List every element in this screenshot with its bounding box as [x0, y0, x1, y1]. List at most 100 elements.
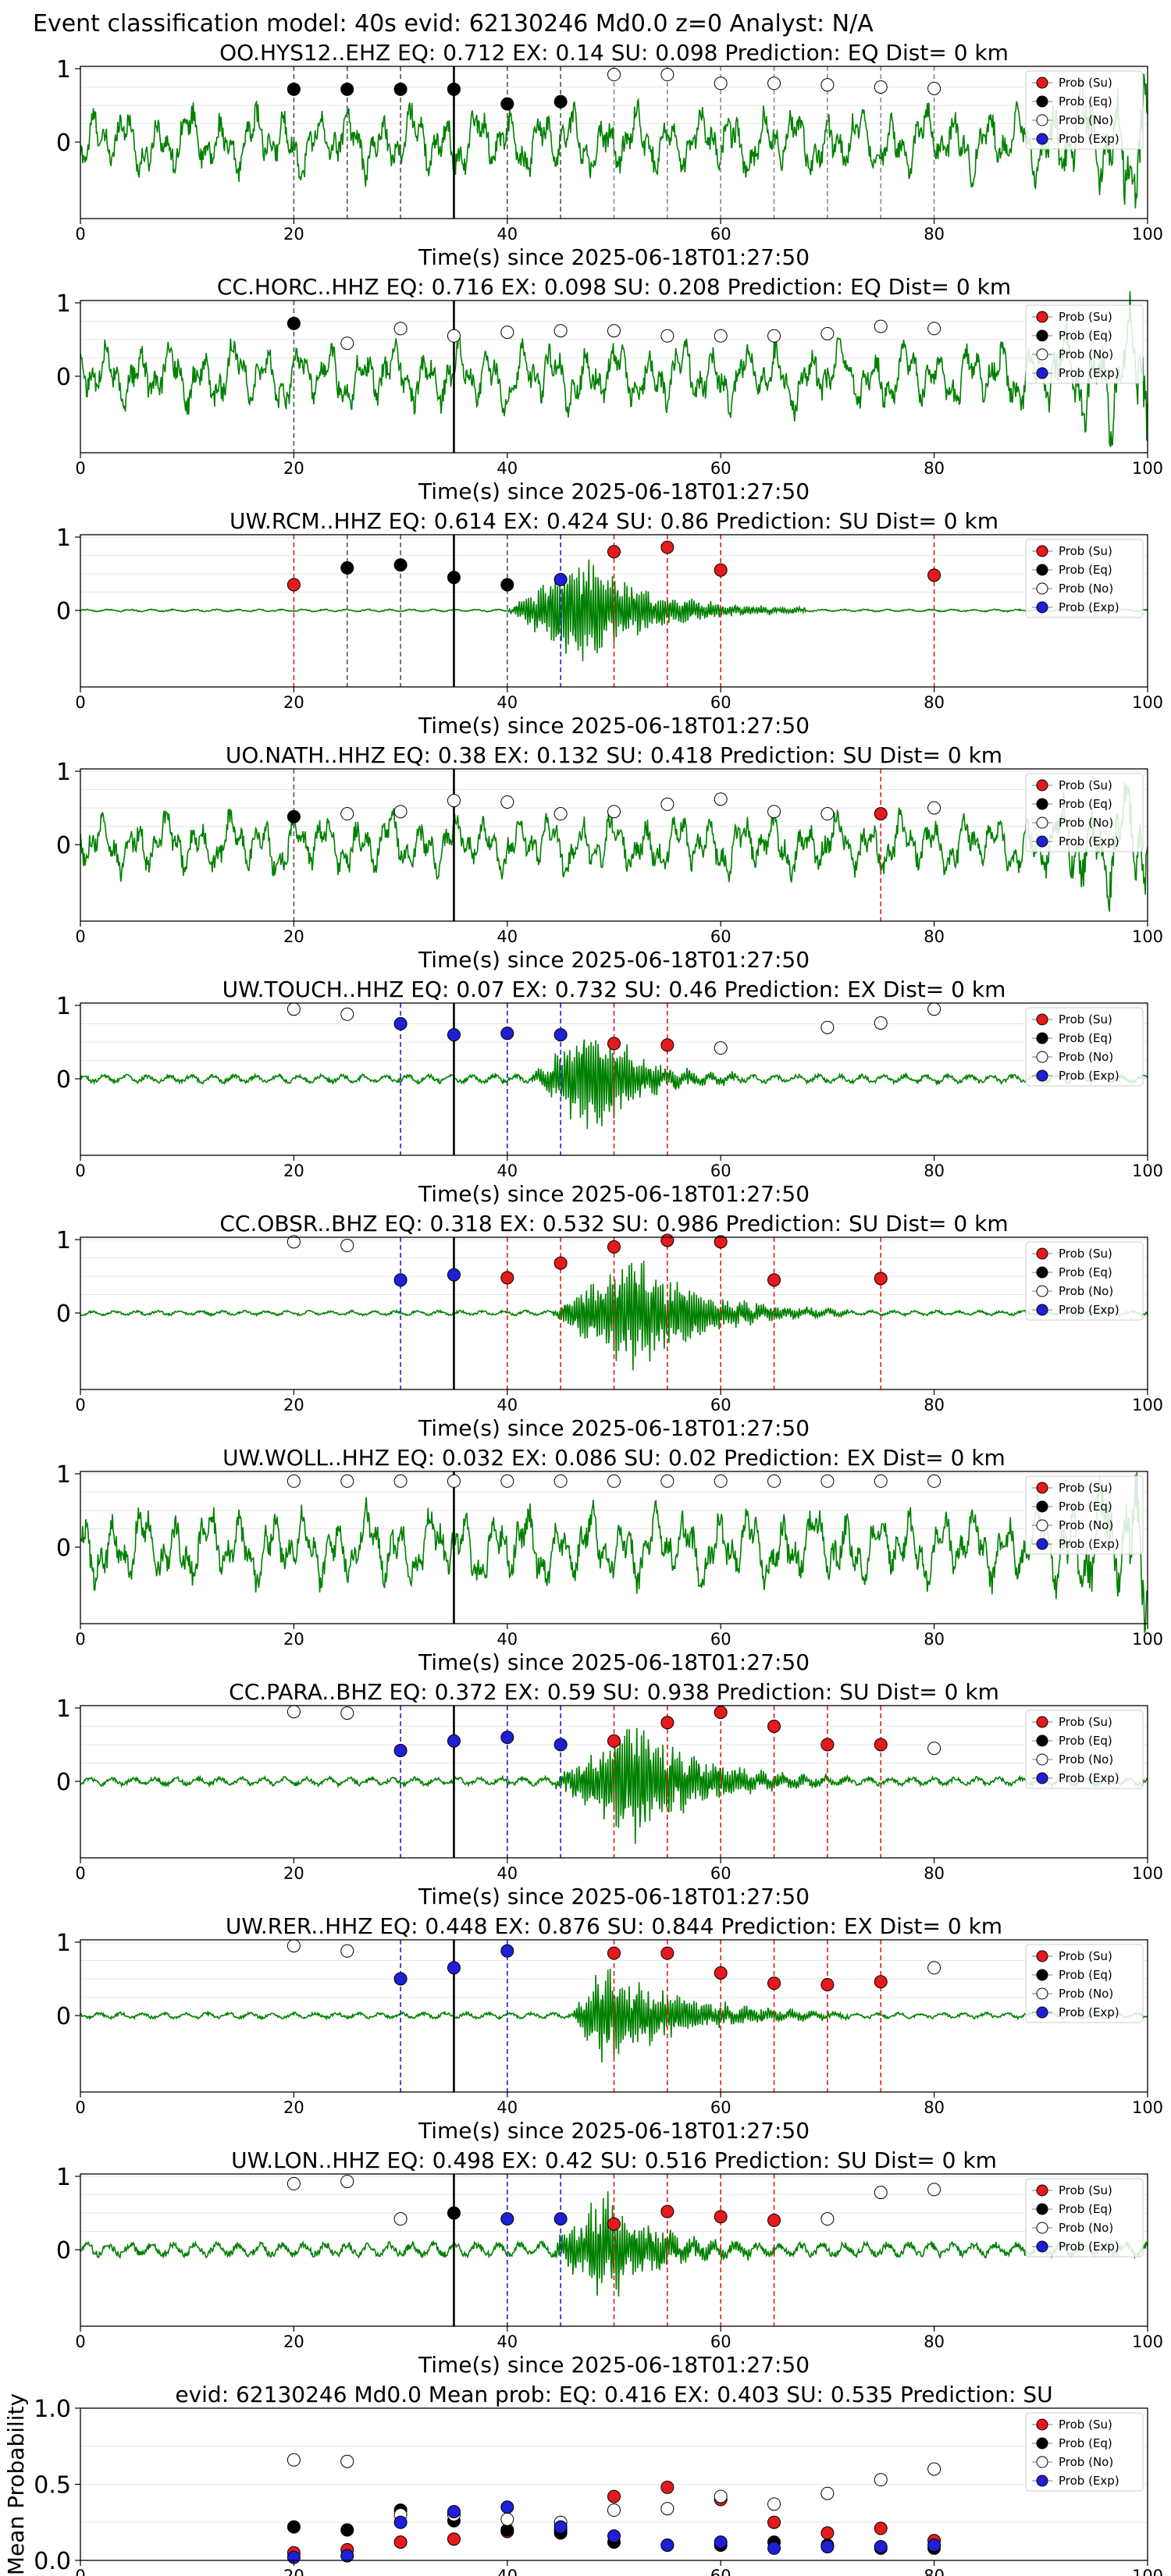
- mean-prob-marker-no: [767, 2497, 781, 2511]
- x-tick-label: 0: [75, 927, 85, 946]
- y-tick-label: 0: [56, 2237, 71, 2265]
- legend-marker-no: [1036, 582, 1048, 595]
- x-tick-label: 60: [710, 2567, 731, 2576]
- x-tick-label: 40: [497, 2332, 518, 2351]
- legend-marker-exp: [1036, 367, 1048, 379]
- axes-frame: [80, 768, 1148, 922]
- x-tick-label: 80: [924, 225, 945, 244]
- legend-marker-su: [1036, 2418, 1048, 2431]
- mean-prob-marker-eq: [340, 2523, 354, 2537]
- legend-label: Prob (Eq): [1059, 563, 1112, 577]
- prob-marker-no: [820, 1474, 835, 1488]
- prob-marker-su: [660, 2204, 674, 2218]
- prob-marker-su: [607, 1240, 621, 1254]
- prob-marker-eq: [447, 82, 461, 96]
- prob-marker-no: [500, 795, 514, 809]
- prob-marker-su: [607, 1734, 621, 1748]
- prob-marker-no: [607, 805, 621, 819]
- legend-label: Prob (No): [1059, 1050, 1113, 1064]
- prob-marker-exp: [447, 1028, 461, 1042]
- y-tick-label: 1: [56, 993, 71, 1020]
- prob-marker-su: [767, 1273, 781, 1287]
- legend-label: Prob (Eq): [1059, 94, 1112, 109]
- mean-prob-marker-exp: [660, 2539, 674, 2552]
- prob-marker-su: [767, 1976, 781, 1991]
- mean-prob-marker-exp: [767, 2541, 781, 2555]
- prob-marker-exp: [500, 1731, 514, 1745]
- x-tick-label: 100: [1132, 927, 1163, 946]
- y-tick-label: 0: [56, 598, 71, 625]
- legend-label: Prob (Exp): [1059, 1771, 1119, 1785]
- legend-marker-exp: [1036, 601, 1048, 614]
- mean-prob-marker-exp: [874, 2539, 888, 2553]
- legend-marker-no: [1036, 2456, 1048, 2468]
- panel-title: UW.LON..HHZ EQ: 0.498 EX: 0.42 SU: 0.516…: [231, 2147, 997, 2173]
- x-tick-label: 40: [497, 1162, 518, 1180]
- legend-label: Prob (Eq): [1059, 1500, 1112, 1514]
- prob-marker-eq: [340, 82, 354, 96]
- prob-marker-no: [927, 801, 941, 815]
- legend-box: [1025, 2412, 1144, 2492]
- prob-marker-no: [767, 1474, 781, 1488]
- x-tick-label: 80: [924, 2567, 945, 2576]
- prob-marker-su: [767, 1720, 781, 1733]
- x-tick-label: 20: [283, 225, 304, 244]
- legend-marker-no: [1036, 1753, 1048, 1766]
- panel-container: OO.HYS12..EHZ EQ: 0.712 EX: 0.14 SU: 0.0…: [3, 40, 1163, 2576]
- prob-marker-no: [714, 1474, 728, 1488]
- legend-marker-no: [1036, 348, 1048, 361]
- y-tick-label: 0: [56, 364, 71, 391]
- waveform-trace: [80, 290, 1148, 447]
- legend-marker-eq: [1036, 2203, 1048, 2215]
- legend-label: Prob (Su): [1059, 1247, 1112, 1261]
- waveform-trace: [80, 1039, 1148, 1130]
- legend-label: Prob (Eq): [1059, 1734, 1112, 1748]
- prob-marker-no: [500, 1474, 514, 1488]
- y-axis-label: Mean Probability: [3, 2393, 29, 2575]
- prob-marker-exp: [553, 1028, 568, 1042]
- y-tick-label: 1: [56, 2164, 71, 2191]
- prob-marker-su: [714, 1706, 728, 1720]
- legend-label: Prob (Su): [1059, 1715, 1112, 1729]
- legend-marker-exp: [1036, 2240, 1048, 2253]
- mean-prob-marker-exp: [553, 2520, 568, 2534]
- x-tick-label: 0: [75, 459, 85, 478]
- legend-marker-no: [1036, 1051, 1048, 1063]
- legend-marker-eq: [1036, 1735, 1048, 1747]
- prob-marker-no: [500, 326, 514, 340]
- x-tick-label: 100: [1132, 1396, 1163, 1414]
- station-panel: CC.OBSR..BHZ EQ: 0.318 EX: 0.532 SU: 0.9…: [56, 1211, 1163, 1441]
- prob-marker-no: [714, 792, 728, 806]
- prob-marker-su: [660, 540, 674, 554]
- x-tick-label: 40: [497, 927, 518, 946]
- x-tick-label: 100: [1132, 2567, 1163, 2576]
- x-tick-label: 100: [1132, 1162, 1163, 1180]
- prob-marker-no: [340, 336, 354, 350]
- waveform-trace: [80, 559, 1148, 662]
- mean-prob-marker-exp: [714, 2535, 728, 2549]
- x-tick-label: 60: [710, 1162, 731, 1180]
- x-tick-label: 0: [75, 1396, 85, 1414]
- legend-marker-exp: [1036, 2475, 1048, 2487]
- legend-label: Prob (Su): [1059, 2183, 1112, 2197]
- mean-prob-marker-no: [874, 2473, 888, 2487]
- prob-marker-no: [393, 322, 408, 336]
- prob-marker-eq: [447, 2206, 461, 2220]
- prob-marker-no: [714, 1041, 728, 1055]
- station-panel: UW.TOUCH..HHZ EQ: 0.07 EX: 0.732 SU: 0.4…: [56, 977, 1163, 1207]
- prob-marker-eq: [500, 578, 514, 592]
- mean-prob-marker-su: [767, 2515, 781, 2529]
- y-tick-label: 0: [56, 1066, 71, 1094]
- prob-marker-no: [393, 2212, 408, 2226]
- x-tick-label: 40: [497, 225, 518, 244]
- x-tick-label: 40: [497, 2567, 518, 2576]
- prob-marker-no: [287, 1474, 301, 1488]
- x-tick-label: 0: [75, 2332, 85, 2351]
- mean-prob-marker-no: [660, 2502, 674, 2516]
- legend-marker-no: [1036, 1519, 1048, 1532]
- x-tick-label: 20: [283, 1162, 304, 1180]
- x-tick-label: 80: [924, 1162, 945, 1180]
- prob-marker-su: [660, 1716, 674, 1730]
- legend-box: [1025, 304, 1144, 384]
- prob-marker-no: [287, 1939, 301, 1953]
